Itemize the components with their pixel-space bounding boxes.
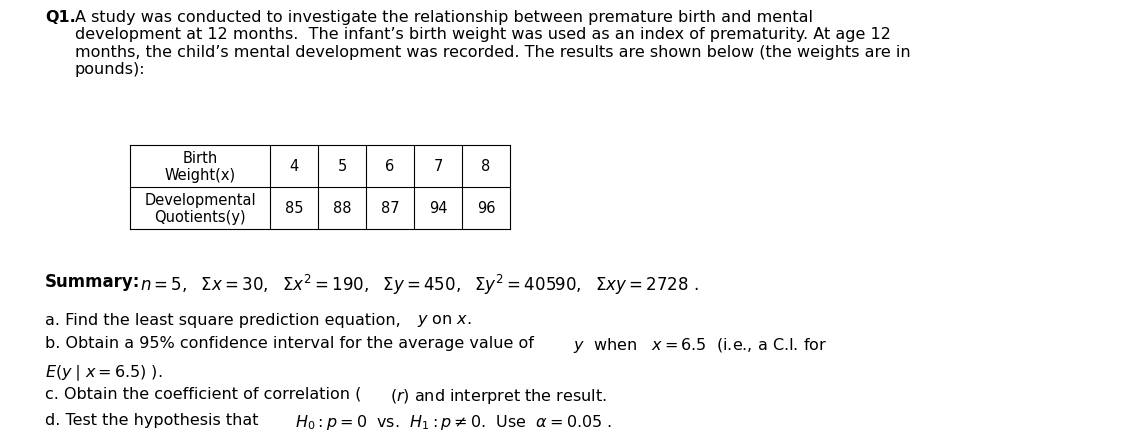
- Text: b. Obtain a 95% confidence interval for the average value of: b. Obtain a 95% confidence interval for …: [45, 335, 544, 350]
- Text: 4: 4: [289, 159, 298, 174]
- Text: d. Test the hypothesis that: d. Test the hypothesis that: [45, 412, 269, 427]
- Text: $y$  when   $x = 6.5$  (i.e., a C.I. for: $y$ when $x = 6.5$ (i.e., a C.I. for: [573, 335, 827, 354]
- Text: 85: 85: [285, 201, 304, 216]
- Text: c. Obtain the coefficient of correlation (: c. Obtain the coefficient of correlation…: [45, 386, 361, 401]
- Text: 8: 8: [482, 159, 490, 174]
- Text: $(r)$ and interpret the result.: $(r)$ and interpret the result.: [390, 386, 606, 405]
- Text: $E(y \mid x = 6.5)$ ).: $E(y \mid x = 6.5)$ ).: [45, 362, 162, 382]
- Text: Birth
Weight(x): Birth Weight(x): [164, 150, 235, 183]
- Text: 7: 7: [433, 159, 443, 174]
- Text: 87: 87: [380, 201, 399, 216]
- Text: A study was conducted to investigate the relationship between premature birth an: A study was conducted to investigate the…: [75, 10, 910, 77]
- Text: 94: 94: [429, 201, 448, 216]
- Text: $H_0 : p = 0$  vs.  $H_1 : p \neq 0$.  Use  $\alpha = 0.05$ .: $H_0 : p = 0$ vs. $H_1 : p \neq 0$. Use …: [295, 412, 612, 430]
- Text: 88: 88: [333, 201, 351, 216]
- Text: 96: 96: [477, 201, 495, 216]
- Text: $n = 5, \ \ \Sigma x = 30, \ \ \Sigma x^{2} = 190, \ \ \Sigma y = 450, \ \ \Sigm: $n = 5, \ \ \Sigma x = 30, \ \ \Sigma x^…: [140, 272, 699, 296]
- Text: a. Find the least square prediction equation,: a. Find the least square prediction equa…: [45, 312, 406, 327]
- Text: Q1.: Q1.: [45, 10, 75, 25]
- Text: $y$ on $x$.: $y$ on $x$.: [417, 312, 471, 328]
- Text: 6: 6: [386, 159, 395, 174]
- Text: 5: 5: [338, 159, 346, 174]
- Text: Summary:: Summary:: [45, 272, 141, 290]
- Text: Developmental
Quotients(y): Developmental Quotients(y): [144, 192, 255, 225]
